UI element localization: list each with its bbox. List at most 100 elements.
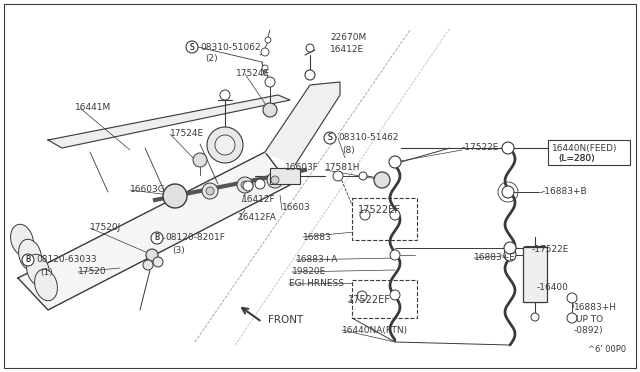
Circle shape	[390, 250, 400, 260]
Text: -16883+B: -16883+B	[542, 187, 588, 196]
Text: 16412E: 16412E	[330, 45, 364, 55]
Circle shape	[265, 37, 271, 43]
Circle shape	[265, 77, 275, 87]
Circle shape	[261, 48, 269, 56]
Text: B: B	[26, 256, 31, 264]
Text: -17522E: -17522E	[462, 144, 499, 153]
Text: 08120-63033: 08120-63033	[36, 256, 97, 264]
Text: UP TO: UP TO	[576, 314, 603, 324]
Circle shape	[390, 210, 400, 220]
Text: 16603: 16603	[282, 203, 311, 212]
Circle shape	[360, 210, 370, 220]
Ellipse shape	[11, 224, 33, 256]
Text: B: B	[154, 234, 159, 243]
Text: 16440NA(RTN): 16440NA(RTN)	[342, 326, 408, 334]
Circle shape	[306, 44, 314, 52]
Text: 16603F: 16603F	[285, 164, 319, 173]
Circle shape	[143, 260, 153, 270]
Text: (3): (3)	[172, 246, 185, 254]
Bar	[523, 247, 547, 302]
Text: 08310-51062: 08310-51062	[200, 42, 260, 51]
Circle shape	[263, 103, 277, 117]
Polygon shape	[48, 95, 290, 148]
Circle shape	[390, 290, 400, 300]
Text: -17522E: -17522E	[532, 246, 570, 254]
Circle shape	[389, 156, 401, 168]
Ellipse shape	[27, 254, 49, 286]
Text: (L=280): (L=280)	[558, 154, 595, 164]
Text: 17581H: 17581H	[325, 164, 360, 173]
Text: 16441M: 16441M	[75, 103, 111, 112]
Circle shape	[374, 172, 390, 188]
Circle shape	[186, 41, 198, 53]
Text: 16883: 16883	[303, 232, 332, 241]
Text: ^6' 00P0: ^6' 00P0	[588, 346, 626, 355]
Circle shape	[333, 171, 343, 181]
Text: (L=280): (L=280)	[558, 154, 595, 164]
Text: 17520: 17520	[78, 267, 107, 276]
Circle shape	[504, 242, 516, 254]
Text: S: S	[189, 42, 195, 51]
Text: S: S	[189, 42, 195, 51]
Circle shape	[220, 90, 230, 100]
Text: (1): (1)	[40, 267, 52, 276]
Text: (8): (8)	[342, 145, 355, 154]
Circle shape	[153, 257, 163, 267]
Circle shape	[215, 135, 235, 155]
Circle shape	[267, 172, 283, 188]
Circle shape	[502, 186, 514, 198]
Circle shape	[146, 249, 158, 261]
Text: 22670M: 22670M	[330, 33, 366, 42]
Circle shape	[163, 184, 187, 208]
Circle shape	[255, 179, 265, 189]
Text: (2): (2)	[205, 54, 218, 62]
Circle shape	[207, 127, 243, 163]
Text: 16883+E: 16883+E	[474, 253, 516, 263]
Text: S: S	[328, 134, 332, 142]
Circle shape	[359, 172, 367, 180]
Circle shape	[151, 232, 163, 244]
Circle shape	[531, 313, 539, 321]
Bar	[270, 168, 300, 184]
Circle shape	[171, 193, 179, 201]
Circle shape	[202, 183, 218, 199]
Circle shape	[193, 153, 207, 167]
Text: 17522EF: 17522EF	[358, 205, 401, 215]
Circle shape	[324, 132, 336, 144]
Text: EGI HRNESS: EGI HRNESS	[289, 279, 344, 289]
Text: 16883+A: 16883+A	[296, 256, 339, 264]
Text: 16440N(FEED): 16440N(FEED)	[552, 144, 618, 153]
Ellipse shape	[19, 239, 42, 271]
Bar	[548, 140, 630, 165]
Circle shape	[262, 65, 268, 71]
Circle shape	[271, 176, 279, 184]
Circle shape	[241, 181, 249, 189]
Text: 16412F: 16412F	[242, 196, 276, 205]
Ellipse shape	[35, 269, 58, 301]
Text: 17522EF: 17522EF	[348, 295, 391, 305]
Circle shape	[567, 313, 577, 323]
Text: 19820E: 19820E	[292, 267, 326, 276]
Text: 17520J: 17520J	[90, 224, 121, 232]
Text: 16412FA: 16412FA	[238, 214, 277, 222]
Text: B: B	[26, 256, 31, 264]
Bar	[352, 280, 417, 318]
Text: FRONT: FRONT	[268, 315, 303, 325]
Circle shape	[567, 293, 577, 303]
Text: B: B	[154, 234, 159, 243]
Circle shape	[243, 181, 253, 191]
Text: -16400: -16400	[537, 283, 569, 292]
Polygon shape	[18, 152, 290, 310]
Text: 16603G: 16603G	[130, 186, 166, 195]
Circle shape	[504, 249, 516, 261]
Text: 17524E: 17524E	[170, 129, 204, 138]
Circle shape	[167, 189, 183, 205]
Circle shape	[305, 70, 315, 80]
Text: S: S	[328, 134, 332, 142]
Text: 08120-8201F: 08120-8201F	[165, 234, 225, 243]
Circle shape	[22, 254, 34, 266]
Text: 17524E: 17524E	[236, 70, 270, 78]
Circle shape	[502, 142, 514, 154]
Circle shape	[206, 187, 214, 195]
Polygon shape	[265, 82, 340, 165]
